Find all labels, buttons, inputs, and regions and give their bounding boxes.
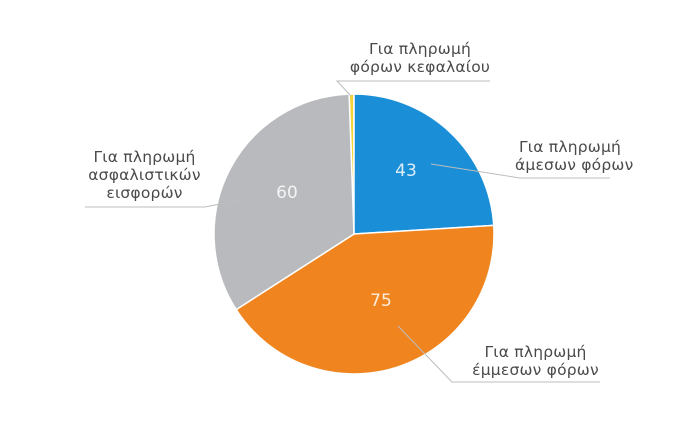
leader-line-direct	[430, 163, 610, 179]
pie-slices	[213, 93, 495, 375]
value-indirect: 75	[370, 291, 392, 311]
leader-line-insurance	[85, 199, 241, 208]
leader-line-indirect	[397, 325, 600, 383]
slice-indirect-taxes	[235, 224, 495, 375]
value-direct: 43	[395, 161, 417, 181]
slice-direct-taxes	[353, 93, 495, 235]
label-insurance-contributions: Για πληρωμή ασφαλιστικών εισφορών	[88, 148, 201, 202]
label-indirect-taxes: Για πληρωμή έμμεσων φόρων	[472, 343, 599, 379]
label-direct-taxes: Για πληρωμή άμεσων φόρων	[515, 138, 634, 174]
value-insurance: 60	[276, 183, 298, 203]
slice-insurance-contributions	[213, 93, 355, 311]
leader-line-capital	[335, 80, 490, 97]
label-capital-taxes: Για πληρωμή φόρων κεφαλαίου	[349, 40, 491, 76]
